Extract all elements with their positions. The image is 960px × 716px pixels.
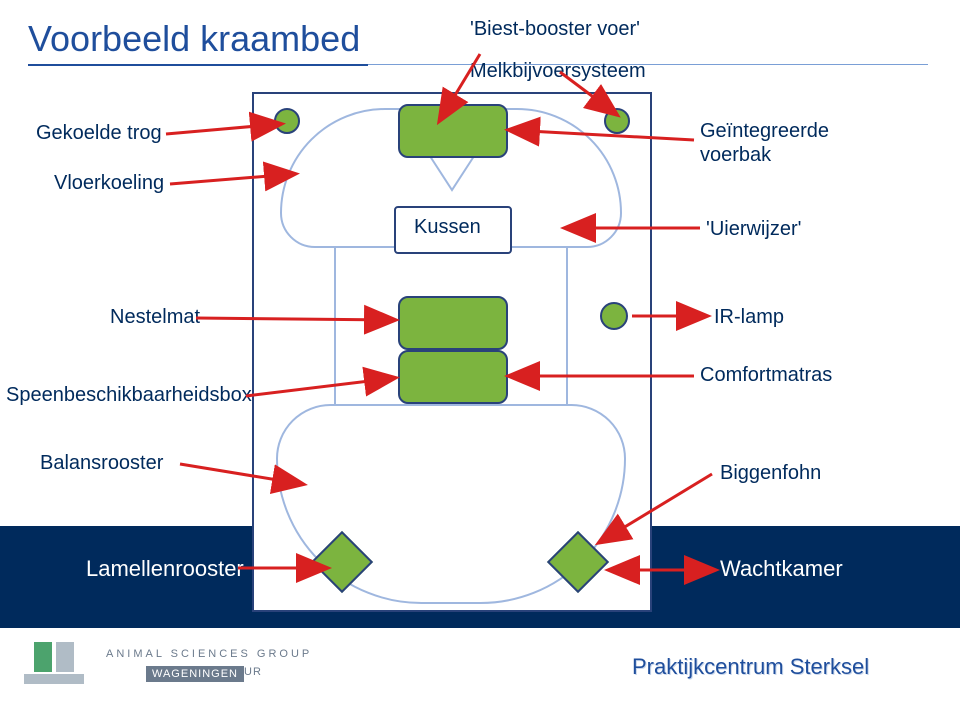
- green-box-top: [398, 104, 508, 158]
- label-vloer: Vloerkoeling: [54, 172, 164, 195]
- title-line-extension: [368, 64, 928, 65]
- footer-brand1: ANIMAL SCIENCES GROUP: [106, 648, 312, 660]
- label-biggen: Biggenfohn: [720, 462, 821, 485]
- inner-line-right: [566, 248, 568, 406]
- label-biest: 'Biest-booster voer': [470, 18, 640, 41]
- label-voerbak2: voerbak: [700, 144, 771, 167]
- label-uier: 'Uierwijzer': [706, 218, 801, 241]
- label-kussen: Kussen: [414, 216, 481, 239]
- circle-mid-right: [600, 302, 628, 330]
- label-comfort: Comfortmatras: [700, 364, 832, 387]
- title-underline: [28, 64, 368, 66]
- inner-line-left: [334, 248, 336, 406]
- label-nestel: Nestelmat: [110, 306, 200, 329]
- slide: Voorbeeld kraambed 'Biest-booster voer' …: [0, 0, 960, 716]
- footer-ur: UR: [244, 666, 262, 678]
- label-ir: IR-lamp: [714, 306, 784, 329]
- circle-top-right: [604, 108, 630, 134]
- circle-top-left: [274, 108, 300, 134]
- footer-brand2: WAGENINGEN: [146, 666, 244, 682]
- label-wacht: Wachtkamer: [720, 556, 843, 582]
- inner-line-h: [334, 404, 568, 406]
- label-lamellen: Lamellenrooster: [86, 556, 244, 582]
- label-speen: Speenbeschikbaarheidsbox: [6, 384, 252, 407]
- footer-logo-graphic: [34, 642, 94, 686]
- slide-title: Voorbeeld kraambed: [28, 18, 360, 60]
- label-voerbak1: Geïntegreerde: [700, 120, 829, 143]
- label-melk: Melkbijvoersysteem: [470, 60, 646, 83]
- green-box-mid: [398, 296, 508, 350]
- footer-right: Praktijkcentrum Sterksel: [632, 654, 869, 680]
- label-balans: Balansrooster: [40, 452, 163, 475]
- green-box-lower: [398, 350, 508, 404]
- label-trog: Gekoelde trog: [36, 122, 162, 145]
